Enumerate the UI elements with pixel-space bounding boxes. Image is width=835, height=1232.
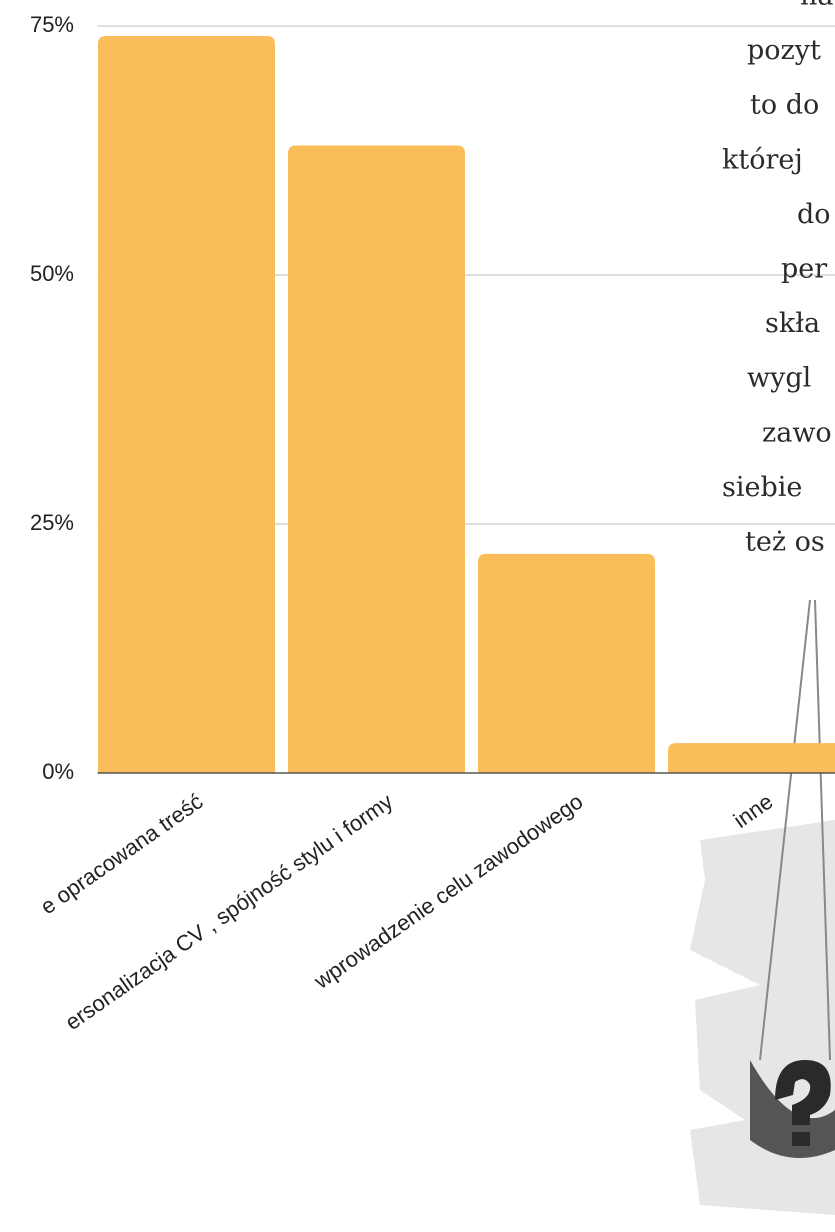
x-tick-label: e opracowana treść [36,789,208,920]
y-tick-label: 25% [30,510,74,535]
y-tick-label: 0% [42,759,74,784]
y-tick-label: 50% [30,261,74,286]
side-text-line: zawo [762,417,832,448]
side-text-line: na [800,0,834,12]
bar [288,145,465,773]
side-text-line: do [797,199,831,230]
side-text-line: siebie [722,472,802,503]
side-text-line: pozyt [747,35,821,66]
side-text-line: wygl [747,363,811,394]
side-text-line: której [722,144,803,175]
bar [478,553,655,773]
scale-chain [759,599,811,1061]
x-tick-label: inne [729,789,777,833]
side-text-line: skła [765,308,820,339]
question-icon [775,1060,831,1146]
scale-pan [750,1060,835,1158]
side-text-line: per [781,254,827,285]
side-text-line: to do [750,90,819,121]
side-text-line: też os [745,527,825,558]
bar [98,35,275,773]
y-tick-label: 75% [30,12,74,37]
x-tick-label: ersonalizacja CV , spójność stylu i form… [61,789,398,1035]
bar [668,743,835,773]
scale-chain [814,599,831,1061]
decoration [690,599,835,1215]
